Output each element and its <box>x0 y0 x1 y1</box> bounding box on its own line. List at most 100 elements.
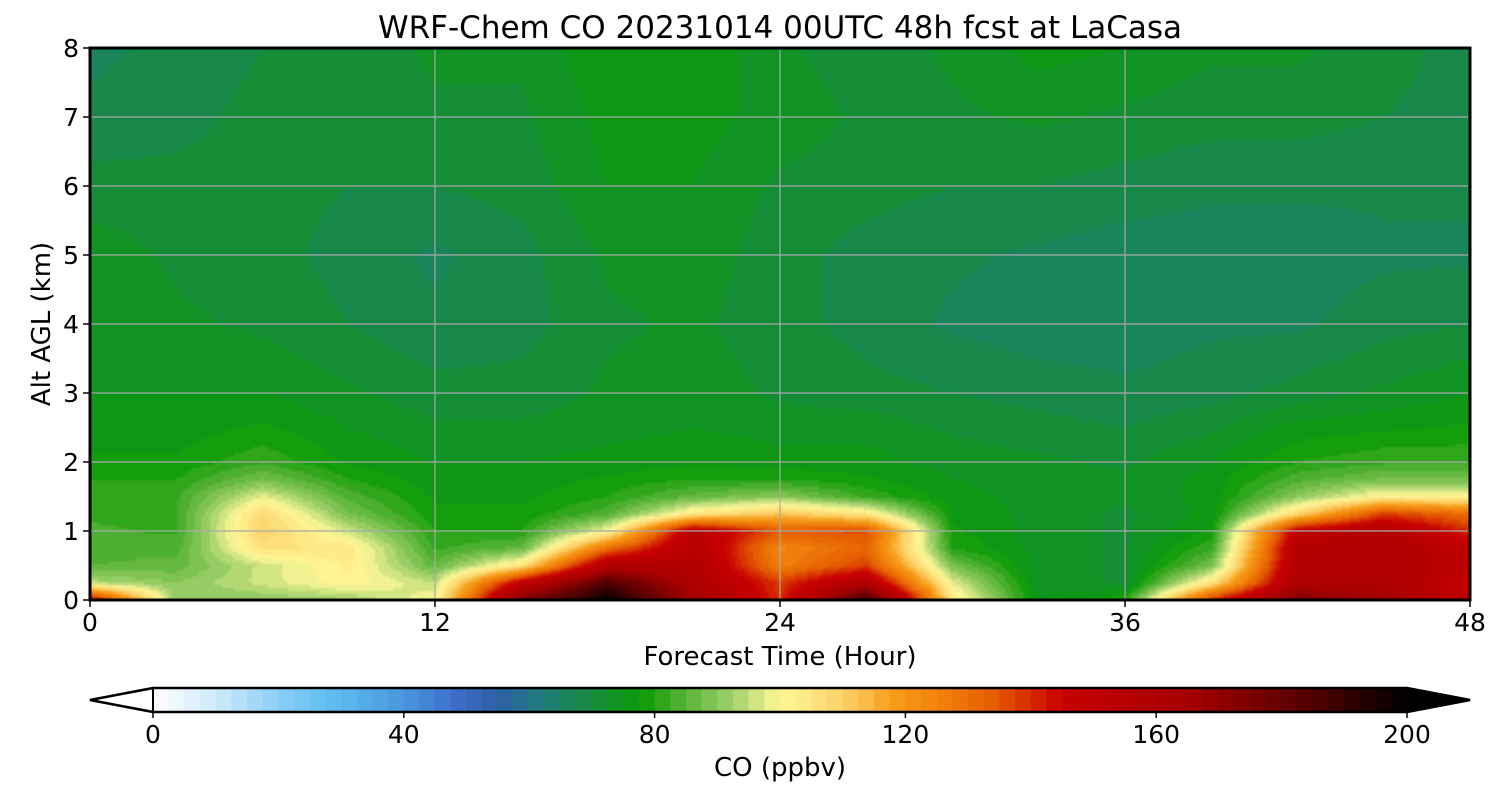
colorbar-segment <box>717 688 734 712</box>
colorbar-segment <box>497 688 515 712</box>
colorbar-segment <box>356 688 374 712</box>
colorbar-segment <box>1171 688 1189 712</box>
colorbar-segment <box>419 688 436 712</box>
colorbar-segment <box>1359 688 1377 712</box>
grid-lines <box>90 48 1470 600</box>
colorbar-segment <box>1109 688 1126 712</box>
colorbar-segment <box>529 688 546 712</box>
colorbar-segment <box>842 688 859 712</box>
colorbar-ticks: 0 40 80 120 160 200 <box>145 712 1431 749</box>
colorbar-segment <box>435 688 452 712</box>
colorbar-segment <box>1265 688 1283 712</box>
y-tick-label: 5 <box>63 241 79 270</box>
colorbar-segment <box>685 688 703 712</box>
colorbar-segment <box>654 688 671 712</box>
colorbar-tick-label: 120 <box>882 720 930 749</box>
colorbar-segment <box>247 688 264 712</box>
colorbar-segment <box>1375 688 1392 712</box>
colorbar-segment <box>1077 688 1095 712</box>
colorbar-segment <box>388 688 405 712</box>
colorbar-segment <box>325 688 342 712</box>
colorbar-segment <box>623 688 640 712</box>
colorbar-segment <box>1234 688 1251 712</box>
y-tick-label: 1 <box>63 517 79 546</box>
y-tick-label: 2 <box>63 448 79 477</box>
colorbar-segment <box>921 688 938 712</box>
colorbar-segment <box>591 688 609 712</box>
colorbar-segment <box>309 688 327 712</box>
x-tick-label: 48 <box>1454 608 1486 637</box>
colorbar-segment <box>544 688 562 712</box>
colorbar-segment <box>999 688 1016 712</box>
colorbar-tick-label: 40 <box>388 720 420 749</box>
colorbar-segment <box>513 688 530 712</box>
x-tick-label: 36 <box>1109 608 1141 637</box>
colorbar-segment <box>184 688 201 712</box>
colorbar-segment <box>1156 688 1173 712</box>
colorbar-segment <box>231 688 248 712</box>
colorbar-segment <box>168 688 185 712</box>
y-tick-label: 0 <box>63 586 79 615</box>
colorbar-segment <box>1046 688 1063 712</box>
y-tick-label: 7 <box>63 103 79 132</box>
colorbar-segment <box>1203 688 1220 712</box>
x-tick-label: 0 <box>82 608 98 637</box>
colorbar-segment <box>1297 688 1314 712</box>
colorbar-segment <box>780 688 797 712</box>
colorbar-segment <box>215 688 232 712</box>
colorbar-segment <box>638 688 656 712</box>
colorbar-segment <box>294 688 311 712</box>
colorbar-segment <box>701 688 718 712</box>
x-axis-ticks: 0 12 24 36 48 <box>82 600 1486 637</box>
y-tick-label: 6 <box>63 172 79 201</box>
colorbar-segment <box>262 688 279 712</box>
colorbar-segment <box>889 688 906 712</box>
y-axis-label: Alt AGL (km) <box>27 242 57 406</box>
colorbar-tick-label: 80 <box>639 720 671 749</box>
colorbar-segment <box>200 688 217 712</box>
colorbar-segment <box>607 688 624 712</box>
y-tick-label: 4 <box>63 310 79 339</box>
colorbar-segment <box>482 688 499 712</box>
colorbar-segment <box>1344 688 1361 712</box>
y-axis-ticks: 0 1 2 3 4 5 6 7 8 <box>63 34 90 615</box>
colorbar-segment <box>936 688 954 712</box>
colorbar-segment <box>795 688 812 712</box>
colorbar-segment <box>278 688 295 712</box>
colorbar-segment <box>1281 688 1298 712</box>
colorbar-segment <box>1062 688 1079 712</box>
colorbar-segment <box>1093 688 1110 712</box>
colorbar-segment <box>827 688 844 712</box>
colorbar-segment <box>403 688 421 712</box>
colorbar-segment <box>372 688 389 712</box>
colorbar-segment <box>732 688 750 712</box>
colorbar-segment <box>670 688 687 712</box>
colorbar-segment <box>905 688 922 712</box>
colorbar-segments <box>153 688 1408 712</box>
chart-title: WRF-Chem CO 20231014 00UTC 48h fcst at L… <box>378 10 1182 46</box>
colorbar-segment <box>874 688 891 712</box>
colorbar-segment <box>1218 688 1236 712</box>
colorbar-segment <box>968 688 985 712</box>
colorbar-segment <box>1391 688 1408 712</box>
colorbar-tick-label: 0 <box>145 720 161 749</box>
colorbar-segment <box>1015 688 1032 712</box>
colorbar-segment <box>748 688 765 712</box>
colorbar-segment <box>1312 688 1330 712</box>
colorbar-segment <box>560 688 577 712</box>
colorbar-extend-low <box>89 686 154 714</box>
colorbar-segment <box>952 688 969 712</box>
colorbar-tick-label: 160 <box>1132 720 1180 749</box>
colorbar-segment <box>576 688 593 712</box>
colorbar-segment <box>1124 688 1142 712</box>
y-tick-label: 8 <box>63 34 79 63</box>
colorbar: 0 40 80 120 160 200 CO (ppbv) <box>89 686 1471 783</box>
colorbar-label: CO (ppbv) <box>714 753 846 783</box>
colorbar-segment <box>1140 688 1157 712</box>
colorbar-segment <box>811 688 828 712</box>
x-axis-label: Forecast Time (Hour) <box>643 642 916 672</box>
y-tick-label: 3 <box>63 379 79 408</box>
colorbar-segment <box>764 688 781 712</box>
colorbar-segment <box>466 688 483 712</box>
colorbar-segment <box>1030 688 1048 712</box>
